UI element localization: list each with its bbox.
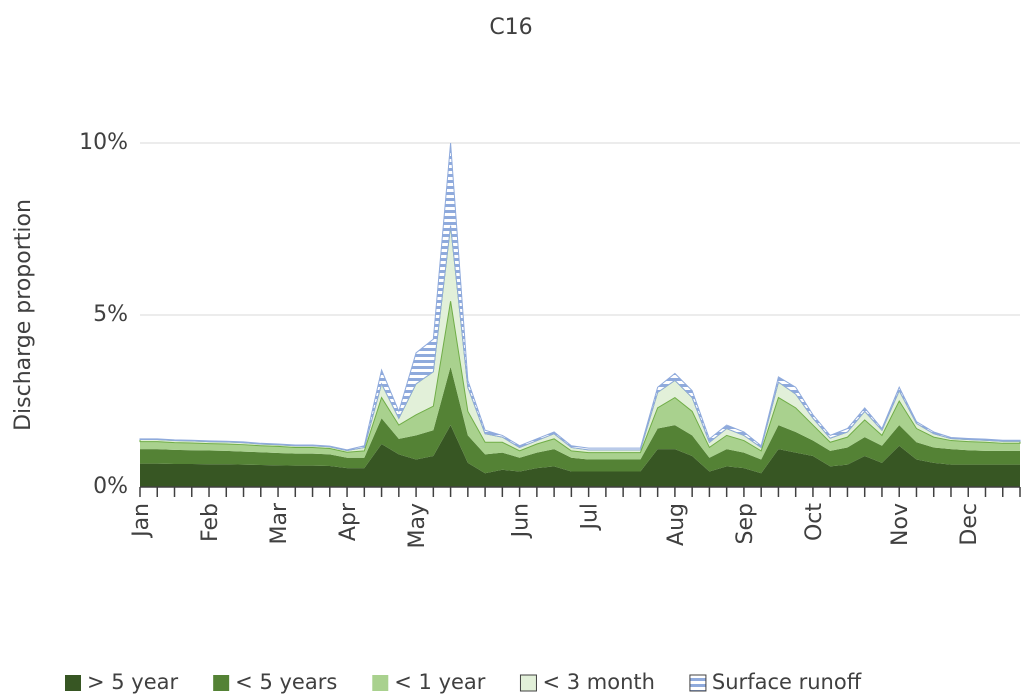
legend-text: Surface runoff [712,670,862,694]
x-tick-label: Aug [664,503,689,546]
legend-text: > 5 year [87,670,179,694]
legend-text: < 1 year [394,670,486,694]
x-tick-label: Feb [198,503,223,542]
x-tick-label: Jul [578,503,603,532]
x-tick-label: May [405,503,430,548]
x-tick-label: Apr [336,502,361,541]
area [140,301,1020,460]
legend-swatch [372,675,389,691]
legend-swatch [213,675,230,691]
x-tick-label: Nov [888,503,913,546]
y-tick-label: 5% [93,302,128,327]
area [139,225,1021,454]
area [140,425,1020,487]
y-tick-label: 0% [93,474,128,499]
x-tick-label: Jan [129,503,154,539]
area [140,366,1020,474]
legend-text: < 3 month [542,670,654,694]
x-tick-label: Dec [957,503,982,546]
legend-text: < 5 years [235,670,337,694]
chart-title: C16 [489,15,532,40]
x-tick-label: Jun [509,503,534,539]
legend-swatch [689,674,707,692]
legend-swatch [65,675,81,691]
x-tick-label: Mar [267,502,292,544]
x-tick-label: Sep [733,503,758,544]
area [139,142,1021,452]
y-axis-label: Discharge proportion [11,199,36,431]
y-tick-label: 10% [79,130,128,155]
x-tick-label: Oct [802,503,827,541]
legend-swatch [519,674,537,692]
